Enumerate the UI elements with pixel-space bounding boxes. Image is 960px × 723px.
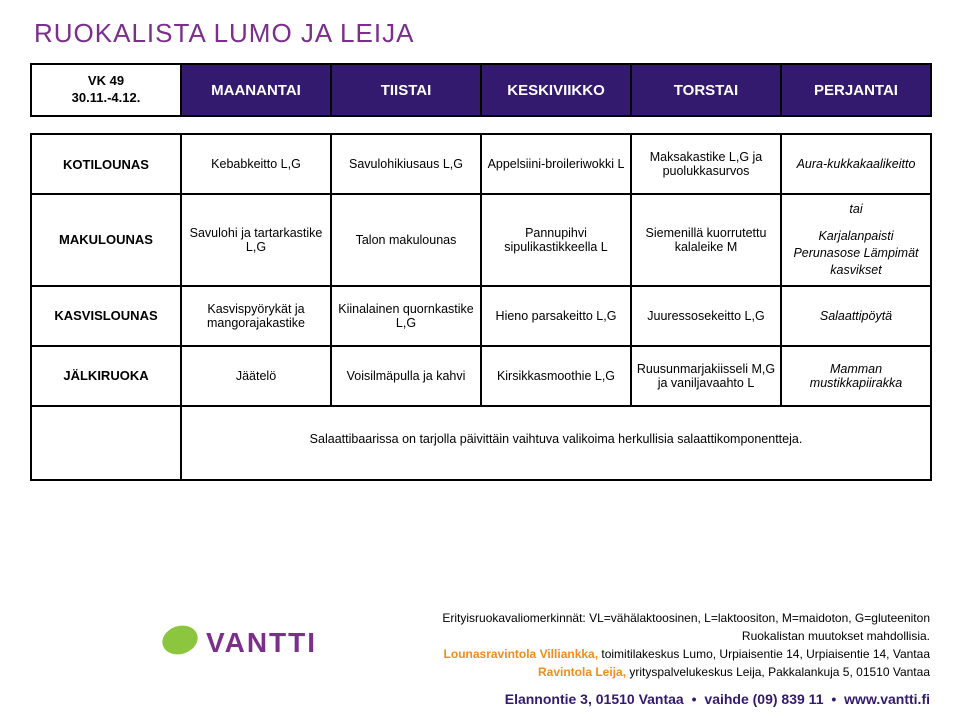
footer: VANTTI Erityisruokavaliomerkinnät: VL=vä…: [30, 609, 930, 707]
row-kotilounas: KOTILOUNAS Kebabkeitto L,G Savulohikiusa…: [31, 134, 931, 194]
vantti-logo: VANTTI: [160, 618, 330, 673]
cell: Maksakastike L,G ja puolukkasurvos: [631, 134, 781, 194]
row-label: KASVISLOUNAS: [31, 286, 181, 346]
row-label: KOTILOUNAS: [31, 134, 181, 194]
cell: Kebabkeitto L,G: [181, 134, 331, 194]
day-header-thu: TORSTAI: [631, 64, 781, 116]
footer-line3-pre: Lounasravintola Villiankka,: [444, 647, 599, 661]
cell: Jäätelö: [181, 346, 331, 406]
day-header-fri: PERJANTAI: [781, 64, 931, 116]
tai-label: tai: [786, 201, 926, 218]
week-dates: 30.11.-4.12.: [33, 90, 179, 107]
row-label: MAKULOUNAS: [31, 194, 181, 286]
cell: Appelsiini-broileriwokki L: [481, 134, 631, 194]
cell-tai: tai Karjalanpaisti Perunasose Lämpimät k…: [781, 194, 931, 286]
bullet-icon: •: [827, 691, 840, 707]
week-cell: VK 49 30.11.-4.12.: [31, 64, 181, 116]
cell: Siemenillä kuorrutettu kalaleike M: [631, 194, 781, 286]
footer-web: www.vantti.fi: [844, 691, 930, 707]
empty-cell: [31, 406, 181, 480]
salad-note-cell: Salaattibaarissa on tarjolla päivittäin …: [181, 406, 931, 480]
logo-text: VANTTI: [206, 627, 317, 658]
cell: Talon makulounas: [331, 194, 481, 286]
header-table: VK 49 30.11.-4.12. MAANANTAI TIISTAI KES…: [30, 63, 932, 117]
cell: Aura-kukkakaalikeitto: [781, 134, 931, 194]
cell: Voisilmäpulla ja kahvi: [331, 346, 481, 406]
cell: Juuressosekeitto L,G: [631, 286, 781, 346]
row-label: JÄLKIRUOKA: [31, 346, 181, 406]
footer-phone: vaihde (09) 839 11: [704, 691, 823, 707]
footer-bar: Elannontie 3, 01510 Vantaa • vaihde (09)…: [30, 691, 930, 707]
row-jalkiruoka: JÄLKIRUOKA Jäätelö Voisilmäpulla ja kahv…: [31, 346, 931, 406]
day-header-tue: TIISTAI: [331, 64, 481, 116]
cell: Ruusunmarjakiisseli M,G ja vaniljavaahto…: [631, 346, 781, 406]
page-title: RUOKALISTA LUMO JA LEIJA: [34, 18, 930, 49]
day-header-mon: MAANANTAI: [181, 64, 331, 116]
cell: Kirsikkasmoothie L,G: [481, 346, 631, 406]
footer-line4-rest: yrityspalvelukeskus Leija, Pakkalankuja …: [626, 665, 930, 679]
menu-table: KOTILOUNAS Kebabkeitto L,G Savulohikiusa…: [30, 133, 932, 481]
footer-line4-pre: Ravintola Leija,: [538, 665, 626, 679]
salad-note: Salaattibaarissa on tarjolla päivittäin …: [186, 422, 926, 464]
footer-line3-rest: toimitilakeskus Lumo, Urpiaisentie 14, U…: [598, 647, 930, 661]
row-kasvislounas: KASVISLOUNAS Kasvispyörykät ja mangoraja…: [31, 286, 931, 346]
footer-address: Elannontie 3, 01510 Vantaa: [505, 691, 684, 707]
cell: Savulohikiusaus L,G: [331, 134, 481, 194]
cell: Kasvispyörykät ja mangorajakastike: [181, 286, 331, 346]
cell: Salaattipöytä: [781, 286, 931, 346]
row-makulounas: MAKULOUNAS Savulohi ja tartarkastike L,G…: [31, 194, 931, 286]
week-number: VK 49: [33, 73, 179, 90]
cell: Hieno parsakeitto L,G: [481, 286, 631, 346]
cell: Savulohi ja tartarkastike L,G: [181, 194, 331, 286]
cell: Pannupihvi sipulikastikkeella L: [481, 194, 631, 286]
row-salad-note: Salaattibaarissa on tarjolla päivittäin …: [31, 406, 931, 480]
day-header-wed: KESKIVIIKKO: [481, 64, 631, 116]
cell: Kiinalainen quornkastike L,G: [331, 286, 481, 346]
tai-body: Karjalanpaisti Perunasose Lämpimät kasvi…: [793, 229, 918, 277]
bullet-icon: •: [688, 691, 701, 707]
cell: Mamman mustikkapiirakka: [781, 346, 931, 406]
